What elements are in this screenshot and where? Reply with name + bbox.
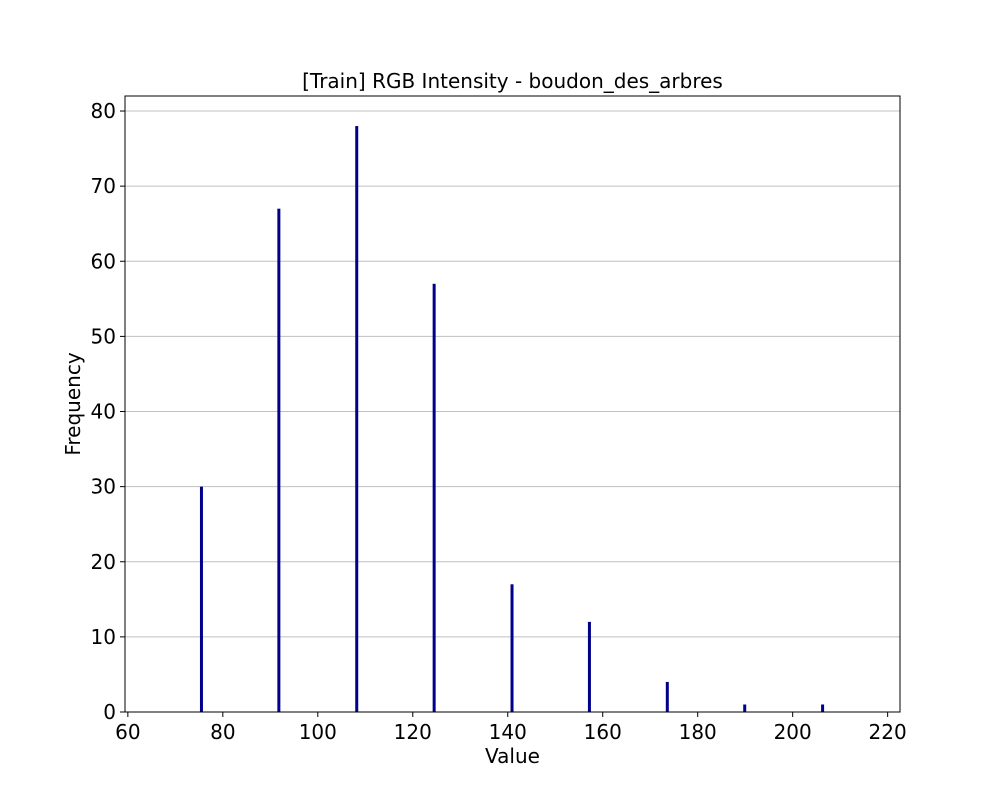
histogram-bar bbox=[277, 208, 281, 712]
y-tick-label: 80 bbox=[91, 99, 116, 123]
grid-lines bbox=[125, 110, 900, 713]
histogram-bar bbox=[432, 283, 436, 712]
histogram-bar bbox=[743, 704, 747, 712]
x-tick-label: 200 bbox=[774, 720, 812, 744]
x-tick-label: 100 bbox=[299, 720, 337, 744]
y-axis: 0 10 20 30 40 50 60 70 80 bbox=[91, 99, 125, 724]
bars-group bbox=[199, 126, 825, 713]
histogram-bar bbox=[355, 126, 359, 713]
y-tick-label: 70 bbox=[91, 174, 116, 198]
x-tick-label: 220 bbox=[869, 720, 907, 744]
histogram-bar bbox=[587, 621, 591, 712]
y-tick-label: 40 bbox=[91, 400, 116, 424]
y-axis-label: Frequency bbox=[61, 352, 85, 455]
y-tick-label: 60 bbox=[91, 249, 116, 273]
y-tick-label: 20 bbox=[91, 550, 116, 574]
histogram-bar bbox=[510, 584, 514, 712]
y-tick-label: 10 bbox=[91, 625, 116, 649]
y-tick-label: 0 bbox=[103, 700, 116, 724]
histogram-bar bbox=[665, 681, 669, 712]
x-tick-label: 60 bbox=[115, 720, 140, 744]
x-tick-label: 80 bbox=[210, 720, 235, 744]
chart-title: [Train] RGB Intensity - boudon_des_arbre… bbox=[302, 69, 723, 93]
histogram-bar bbox=[199, 486, 203, 712]
x-tick-label: 140 bbox=[489, 720, 527, 744]
x-tick-label: 120 bbox=[394, 720, 432, 744]
x-axis-label: Value bbox=[485, 744, 540, 768]
histogram-bar bbox=[821, 704, 825, 712]
x-axis: 60 80 100 120 140 160 180 200 220 bbox=[115, 712, 907, 744]
y-tick-label: 50 bbox=[91, 324, 116, 348]
y-tick-label: 30 bbox=[91, 475, 116, 499]
plot-frame bbox=[124, 95, 901, 713]
x-tick-label: 160 bbox=[584, 720, 622, 744]
x-tick-label: 180 bbox=[679, 720, 717, 744]
